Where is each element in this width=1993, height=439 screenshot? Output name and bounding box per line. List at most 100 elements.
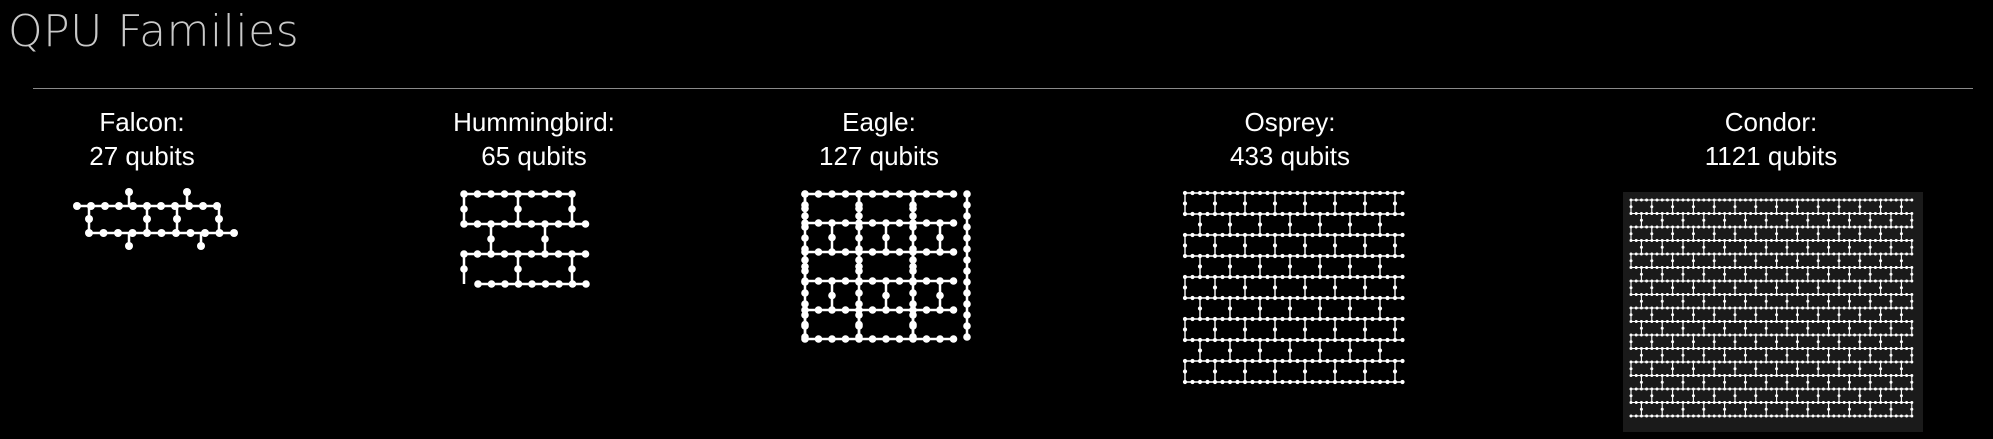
qubit-node [1889,333,1893,337]
qubit-node [1816,279,1820,283]
qubit-node [1317,274,1323,280]
qubit-node [1868,380,1872,384]
qubit-node [1639,212,1643,215]
qubit-node [1884,401,1888,404]
qubit-node [1884,252,1888,256]
qubit-node [1894,266,1898,269]
qubit-node [1302,379,1308,385]
qubit-node [1832,347,1836,350]
qubit-node [1355,253,1360,259]
qubit-node [1400,358,1405,364]
qubit-node [1884,239,1888,242]
qubit-node [936,277,944,285]
qubit-node [1212,327,1218,332]
qubit-node [1639,333,1643,337]
qubit-node [1272,337,1278,343]
lattice-group [801,190,958,343]
qubit-node [1723,198,1727,202]
qubit-node [1676,225,1680,229]
qubit-node [1676,306,1680,310]
qubit-node [1686,333,1690,337]
qubit-node [1340,295,1345,301]
qubit-node [1272,285,1278,290]
qubit-node [1884,320,1888,323]
qubit-node [1671,387,1675,391]
qubit-node [1853,333,1857,337]
qubit-node [1272,369,1278,374]
qubit-node [1347,379,1353,385]
qubit-node [1899,374,1903,377]
qubit-node [1212,369,1218,374]
qubit-node [1686,401,1690,404]
qubit-node [1879,306,1883,310]
qubit-node [1847,380,1851,384]
qubit-node [1905,320,1909,323]
qubit-node [1235,337,1240,343]
qubit-node [1821,374,1825,377]
qubit-node [1806,239,1810,242]
qubit-node [1332,358,1338,364]
qubit-node [125,242,133,250]
qubit-node [1250,253,1255,259]
qubit-node [1832,225,1836,229]
qubit-node [1686,198,1690,202]
qubit-node [1754,252,1758,256]
qubit-node [895,219,904,227]
qubit-node [1775,374,1779,377]
qubit-node [1837,293,1841,296]
qubit-node [1280,190,1285,196]
qubit-node [1795,239,1799,242]
lattice-group [1182,190,1405,385]
qubit-node [1265,274,1270,280]
qubit-node [1370,211,1375,217]
qubit-node [1827,387,1831,391]
qubit-node [1639,374,1643,377]
qubit-node [1227,379,1233,385]
qubit-node [1671,313,1675,317]
qubit-node [1355,337,1360,343]
qubit-node [541,235,549,243]
qubit-node [1655,401,1659,404]
qubit-node [1212,253,1218,259]
qubit-node [1676,279,1680,283]
qubit-node [1629,347,1633,350]
qubit-node [1801,266,1805,269]
qubit-node [1702,245,1706,249]
qubit-node [1795,212,1799,215]
qubit-node [1801,279,1805,283]
qubit-node [1717,360,1721,364]
qubit-node [1764,225,1768,229]
qubit-node [1832,401,1836,404]
qubit-node [1910,212,1914,215]
qubit-node [1738,239,1742,242]
qubit-node [1847,353,1851,357]
qubit-node [473,220,482,228]
qubit-node [1717,252,1721,256]
qubit-node [1780,401,1784,404]
qubit-node [1832,293,1836,296]
qubit-node [1220,337,1225,343]
qubit-node [882,335,890,343]
qubit-node [487,220,495,228]
qubit-node [1879,367,1883,371]
qubit-node [1832,374,1836,377]
qubit-node [1660,252,1664,256]
qubit-node [1712,306,1716,310]
qubit-node [1702,374,1706,377]
qubit-node [1743,306,1747,310]
qubit-node [1400,232,1405,238]
qubit-node [1287,190,1293,196]
qubit-node [1702,212,1706,215]
qubit-node [1842,374,1846,377]
qubit-node [1837,387,1841,391]
qubit-node [963,322,971,330]
qubit-node [1816,286,1820,290]
qubit-node [1377,253,1383,259]
qubit-node [1702,414,1706,418]
qubit-node [1257,379,1263,385]
qubit-node [1764,212,1768,215]
qubit-node [1671,266,1675,269]
qubit-node [1837,252,1841,256]
qubit-node [1347,337,1353,343]
qubit-node [1325,232,1330,238]
